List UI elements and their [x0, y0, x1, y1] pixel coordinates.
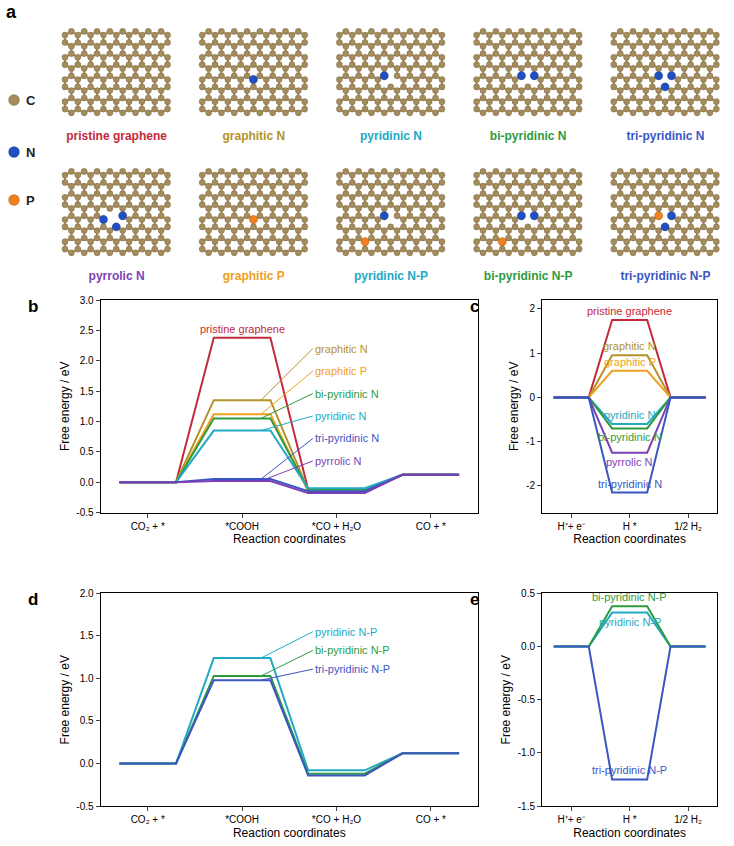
svg-text:Reaction coordinates: Reaction coordinates: [573, 826, 686, 840]
svg-text:tri-pyridinic N-P: tri-pyridinic N-P: [315, 663, 390, 675]
svg-text:2.0: 2.0: [80, 355, 94, 366]
svg-text:0.5: 0.5: [521, 588, 535, 599]
svg-text:pyridinic N-P: pyridinic N-P: [315, 626, 377, 638]
svg-text:-0.5: -0.5: [76, 801, 94, 812]
svg-text:d: d: [28, 590, 38, 609]
svg-text:CO + *: CO + *: [416, 814, 446, 825]
svg-text:Reaction coordinates: Reaction coordinates: [233, 532, 346, 546]
svg-text:graphitic P: graphitic P: [315, 365, 367, 377]
svg-text:tri-pyridinic N-P: tri-pyridinic N-P: [592, 764, 667, 776]
svg-text:0.0: 0.0: [521, 641, 535, 652]
svg-text:pyridinic N-P: pyridinic N-P: [599, 616, 661, 628]
svg-text:CO + *: CO + *: [416, 521, 446, 532]
svg-text:1.0: 1.0: [80, 416, 94, 427]
svg-text:bi-pyridinic N-P: bi-pyridinic N-P: [484, 269, 573, 283]
svg-text:tri-pyridinic N: tri-pyridinic N: [315, 432, 379, 444]
svg-text:-1: -1: [526, 436, 535, 447]
svg-text:1.5: 1.5: [80, 630, 94, 641]
svg-text:c: c: [470, 297, 479, 316]
svg-text:pristine graphene: pristine graphene: [200, 323, 285, 335]
svg-text:1.5: 1.5: [80, 386, 94, 397]
svg-text:pyrrolic N: pyrrolic N: [315, 455, 362, 467]
svg-text:Free energy / eV: Free energy / eV: [58, 655, 72, 744]
svg-text:pristine graphene: pristine graphene: [587, 305, 672, 317]
svg-text:tri-pyridinic N: tri-pyridinic N: [598, 478, 662, 490]
svg-text:1/2 H₂: 1/2 H₂: [674, 521, 702, 532]
svg-text:graphitic N: graphitic N: [222, 129, 285, 143]
svg-text:H *: H *: [623, 521, 637, 532]
svg-text:-1.5: -1.5: [518, 801, 536, 812]
svg-text:-2: -2: [526, 480, 535, 491]
svg-text:2.0: 2.0: [80, 588, 94, 599]
svg-text:pyrrolic N: pyrrolic N: [89, 269, 145, 283]
svg-text:1.0: 1.0: [80, 673, 94, 684]
svg-text:Reaction coordinates: Reaction coordinates: [573, 532, 686, 546]
svg-text:bi-pyridinic N-P: bi-pyridinic N-P: [592, 591, 667, 603]
svg-text:1/2 H₂: 1/2 H₂: [674, 814, 702, 825]
svg-text:H⁺+ e⁻: H⁺+ e⁻: [558, 521, 586, 532]
svg-text:2.5: 2.5: [80, 325, 94, 336]
svg-text:bi-pyridinic N: bi-pyridinic N: [490, 129, 567, 143]
svg-text:H *: H *: [623, 814, 637, 825]
svg-text:N: N: [26, 145, 35, 160]
svg-text:graphitic N: graphitic N: [603, 340, 656, 352]
svg-text:e: e: [470, 590, 479, 609]
svg-text:CO₂ + *: CO₂ + *: [131, 521, 165, 532]
svg-text:P: P: [26, 193, 35, 208]
svg-text:Free energy / eV: Free energy / eV: [507, 362, 521, 451]
svg-text:bi-pyridinic N: bi-pyridinic N: [598, 431, 662, 443]
svg-text:bi-pyridinic N: bi-pyridinic N: [315, 388, 379, 400]
svg-text:-0.5: -0.5: [76, 507, 94, 518]
svg-text:pyridinic N-P: pyridinic N-P: [354, 269, 428, 283]
svg-text:0.0: 0.0: [80, 477, 94, 488]
svg-text:*COOH: *COOH: [225, 521, 259, 532]
svg-text:Free energy / eV: Free energy / eV: [58, 362, 72, 451]
svg-text:2: 2: [529, 303, 535, 314]
svg-text:tri-pyridinic N: tri-pyridinic N: [626, 129, 704, 143]
svg-text:*CO + H₂O: *CO + H₂O: [312, 814, 361, 825]
svg-text:H⁺+ e⁻: H⁺+ e⁻: [558, 814, 586, 825]
svg-text:CO₂ + *: CO₂ + *: [131, 814, 165, 825]
svg-text:pyridinic N: pyridinic N: [360, 129, 422, 143]
svg-text:-0.5: -0.5: [518, 694, 536, 705]
svg-text:0.5: 0.5: [80, 446, 94, 457]
svg-text:graphitic P: graphitic P: [223, 269, 285, 283]
svg-text:b: b: [28, 297, 38, 316]
svg-text:bi-pyridinic N-P: bi-pyridinic N-P: [315, 644, 390, 656]
svg-text:C: C: [26, 93, 36, 108]
svg-text:pristine graphene: pristine graphene: [66, 129, 167, 143]
svg-text:*COOH: *COOH: [225, 814, 259, 825]
svg-text:0.5: 0.5: [80, 715, 94, 726]
svg-text:3.0: 3.0: [80, 295, 94, 306]
svg-text:-1.0: -1.0: [518, 747, 536, 758]
svg-text:pyridinic N: pyridinic N: [604, 409, 655, 421]
svg-text:0: 0: [529, 392, 535, 403]
svg-text:Free energy / eV: Free energy / eV: [499, 655, 513, 744]
svg-text:0.0: 0.0: [80, 758, 94, 769]
svg-text:pyridinic N: pyridinic N: [315, 410, 366, 422]
svg-text:Reaction coordinates: Reaction coordinates: [233, 826, 346, 840]
svg-text:pyrrolic N: pyrrolic N: [606, 456, 653, 468]
svg-text:*CO + H₂O: *CO + H₂O: [312, 521, 361, 532]
svg-text:1: 1: [529, 348, 535, 359]
svg-text:graphitic N: graphitic N: [315, 343, 368, 355]
svg-text:tri-pyridinic N-P: tri-pyridinic N-P: [620, 269, 710, 283]
svg-text:a: a: [6, 2, 17, 22]
svg-text:graphitic P: graphitic P: [604, 356, 656, 368]
